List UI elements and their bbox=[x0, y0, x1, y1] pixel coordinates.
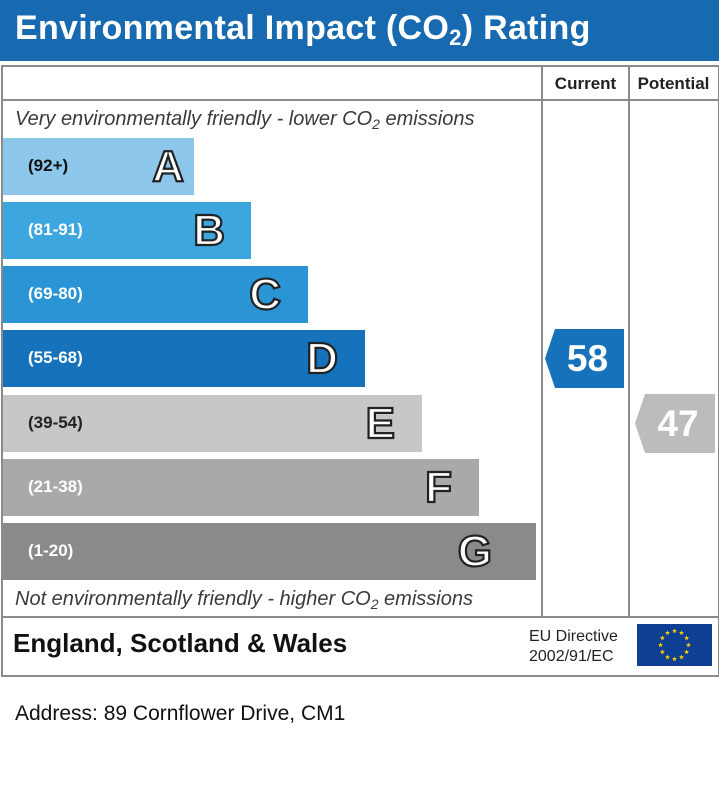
band-range: (21-38) bbox=[28, 477, 83, 496]
top-note: Very environmentally friendly - lower CO… bbox=[15, 108, 475, 132]
eu-star-icon bbox=[659, 649, 665, 655]
band-letter: A bbox=[151, 141, 185, 192]
divider bbox=[541, 65, 543, 618]
eu-star-icon bbox=[686, 642, 691, 648]
band-letter: C bbox=[248, 269, 282, 320]
eu-star-icon bbox=[658, 642, 663, 648]
current-rating-arrow: 58 bbox=[545, 329, 624, 388]
band-b: (81-91) B bbox=[3, 202, 251, 259]
eu-star-icon bbox=[679, 654, 684, 660]
eu-directive: EU Directive 2002/91/EC bbox=[529, 627, 618, 667]
potential-rating-arrow: 47 bbox=[635, 394, 715, 453]
band-e: (39-54) E bbox=[3, 395, 422, 452]
bottom-note: Not environmentally friendly - higher CO… bbox=[15, 588, 473, 612]
band-g: (1-20) G bbox=[3, 523, 536, 580]
band-letter: D bbox=[305, 333, 339, 384]
chart-header: Environmental Impact (CO2) Rating bbox=[0, 0, 719, 61]
potential-rating-arrow-value: 47 bbox=[657, 403, 699, 444]
band-letter: E bbox=[365, 398, 397, 449]
band-c: (69-80) C bbox=[3, 266, 308, 323]
address: Address: 89 Cornflower Drive, CM1 bbox=[15, 702, 346, 725]
region-label: England, Scotland & Wales bbox=[13, 628, 348, 658]
band-range: (69-80) bbox=[28, 284, 83, 303]
band-letter: F bbox=[424, 462, 453, 513]
band-range: (55-68) bbox=[28, 348, 83, 367]
band-letter: G bbox=[457, 526, 493, 577]
eu-star-icon bbox=[672, 628, 677, 634]
current-rating-arrow-value: 58 bbox=[566, 338, 609, 379]
directive-line-1: EU Directive bbox=[529, 628, 618, 645]
eu-star-icon bbox=[659, 635, 665, 641]
potential-column-header: Potential bbox=[637, 74, 710, 93]
eu-star-icon bbox=[665, 630, 670, 635]
divider bbox=[1, 616, 718, 618]
band-range: (81-91) bbox=[28, 220, 83, 239]
band-f: (21-38) F bbox=[3, 459, 479, 516]
eu-star-icon bbox=[665, 654, 670, 660]
band-range: (92+) bbox=[28, 156, 69, 175]
directive-line-2: 2002/91/EC bbox=[529, 648, 614, 665]
band-d: (55-68) D bbox=[3, 330, 365, 387]
current-column-header: Current bbox=[554, 74, 617, 93]
band-letter: B bbox=[192, 205, 226, 256]
eu-star-icon bbox=[672, 656, 677, 662]
eu-star-icon bbox=[684, 649, 690, 655]
eu-star-icon bbox=[684, 635, 690, 641]
band-range: (1-20) bbox=[28, 541, 74, 560]
eu-flag-icon bbox=[637, 624, 712, 666]
chart-title: Environmental Impact (CO2) Rating bbox=[15, 9, 591, 50]
band-a: (92+) A bbox=[3, 138, 194, 195]
divider bbox=[628, 65, 630, 618]
band-range: (39-54) bbox=[28, 413, 83, 432]
divider bbox=[1, 99, 718, 101]
eu-star-icon bbox=[679, 630, 684, 635]
